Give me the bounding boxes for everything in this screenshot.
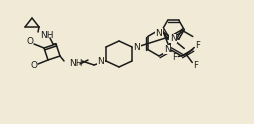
- Text: N: N: [155, 29, 162, 37]
- Text: NH: NH: [40, 31, 53, 41]
- Text: N: N: [133, 43, 140, 51]
- Text: F: F: [194, 41, 199, 50]
- Text: N: N: [163, 45, 170, 54]
- Text: N: N: [169, 34, 176, 43]
- Text: O: O: [30, 62, 37, 71]
- Text: F: F: [171, 53, 176, 62]
- Text: NH: NH: [69, 60, 82, 68]
- Text: O: O: [26, 37, 33, 46]
- Text: N: N: [97, 57, 104, 65]
- Text: F: F: [192, 61, 197, 70]
